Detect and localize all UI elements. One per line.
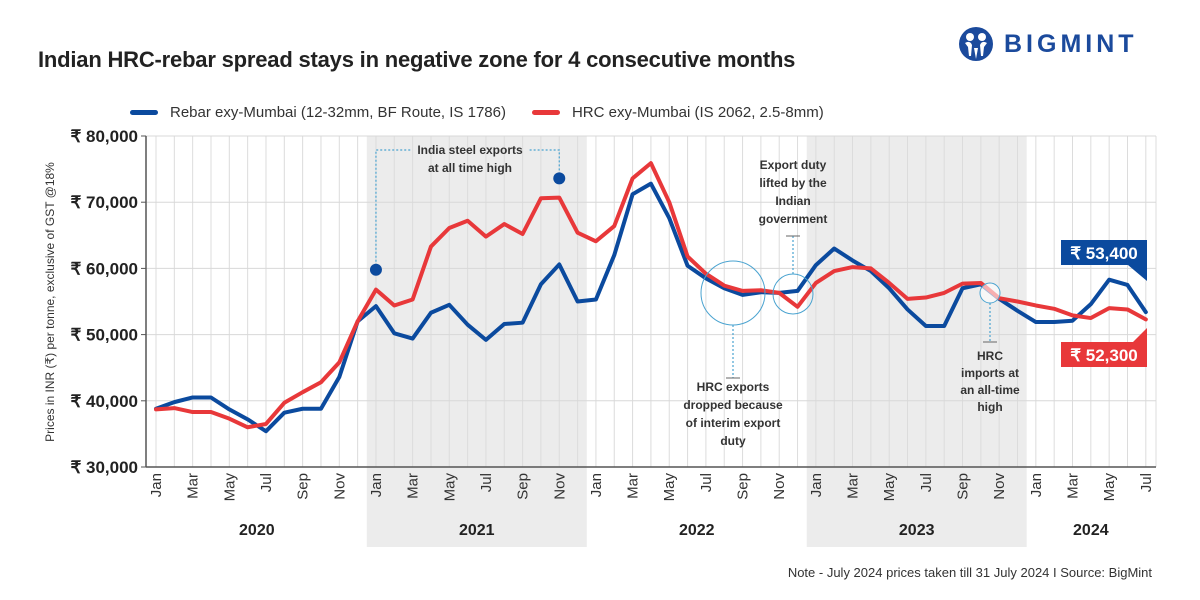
year-band-2023	[806, 467, 1027, 547]
annotation-marker	[369, 263, 382, 276]
chart-title: Indian HRC-rebar spread stays in negativ…	[38, 47, 796, 72]
annotation-circle	[979, 282, 1001, 304]
x-tick-label: Jan	[368, 473, 385, 497]
legend-swatch-rebar	[130, 110, 158, 115]
y-tick-label: ₹ 80,000	[70, 127, 138, 146]
annotation-text: dropped because	[683, 398, 783, 412]
y-tick-label: ₹ 50,000	[70, 326, 138, 345]
x-tick-label: Jul	[258, 473, 275, 492]
x-tick-label: Sep	[955, 473, 972, 500]
x-tick-label: Nov	[551, 473, 568, 500]
x-tick-label: Jan	[1028, 473, 1045, 497]
y-tick-label: ₹ 30,000	[70, 458, 138, 477]
x-tick-label: Jan	[808, 473, 825, 497]
year-label-2024: 2024	[1073, 522, 1109, 539]
x-tick-label: Jan	[588, 473, 605, 497]
y-axis-title: Prices in INR (₹) per tonne, exclusive o…	[43, 162, 57, 442]
x-tick-label: Jul	[478, 473, 495, 492]
annotation-text: Export duty	[760, 158, 827, 172]
annotation-text: imports at	[961, 366, 1019, 380]
end-label-pointer-hrc	[1133, 328, 1147, 342]
annotation-text: India steel exports	[417, 143, 523, 157]
legend-item-rebar[interactable]: Rebar exy-Mumbai (12-32mm, BF Route, IS …	[130, 104, 506, 121]
y-tick-label: ₹ 40,000	[70, 392, 138, 411]
end-label-hrc: ₹ 52,300	[1070, 346, 1138, 365]
year-label-2021: 2021	[459, 522, 495, 539]
bigmint-logo-icon	[959, 27, 993, 61]
annotation-text: government	[759, 212, 828, 226]
end-label-box-hrc	[1061, 342, 1147, 367]
y-tick-label: ₹ 70,000	[70, 193, 138, 212]
annotation-text: HRC	[977, 349, 1003, 363]
end-label-pointer-rebar	[1128, 265, 1147, 281]
x-tick-label: May	[661, 473, 678, 502]
annotation-text: an all-time	[960, 383, 1020, 397]
x-tick-label: Mar	[1065, 473, 1082, 499]
x-tick-label: May	[221, 473, 238, 502]
annotation-marker	[553, 172, 566, 185]
brand-name: BIGMINT	[1004, 29, 1138, 58]
year-label-2023: 2023	[899, 522, 935, 539]
x-tick-label: Sep	[295, 473, 312, 500]
legend-item-hrc[interactable]: HRC exy-Mumbai (IS 2062, 2.5-8mm)	[531, 104, 824, 121]
bigmint-logo: BIGMINT	[958, 26, 1138, 62]
x-tick-label: May	[441, 473, 458, 502]
x-tick-label: Mar	[185, 473, 202, 499]
year-label-2020: 2020	[239, 522, 275, 539]
end-label-box-rebar	[1061, 240, 1147, 265]
year-shade-2021	[366, 136, 587, 467]
year-band-2021	[366, 467, 587, 547]
x-tick-label: Jan	[148, 473, 165, 497]
source-note: Note - July 2024 prices taken till 31 Ju…	[787, 565, 1152, 580]
x-tick-label: Mar	[625, 473, 642, 499]
annotation-text: HRC exports	[697, 380, 770, 394]
x-tick-label: Mar	[845, 473, 862, 499]
year-label-2022: 2022	[679, 522, 715, 539]
annotation-text: high	[977, 400, 1002, 414]
x-tick-label: Jul	[698, 473, 715, 492]
annotation-text: Indian	[775, 194, 810, 208]
x-tick-label: May	[881, 473, 898, 502]
end-label-rebar: ₹ 53,400	[1070, 244, 1138, 263]
annotation-connector	[528, 149, 560, 179]
x-tick-label: Jul	[1138, 473, 1155, 492]
x-tick-label: Nov	[991, 473, 1008, 500]
annotation-text: of interim export	[686, 416, 781, 430]
x-tick-label: Mar	[405, 473, 422, 499]
series-line-hrc	[154, 161, 1148, 430]
x-tick-label: Jul	[918, 473, 935, 492]
x-tick-label: May	[1101, 473, 1118, 502]
legend-swatch-hrc	[531, 110, 560, 115]
x-tick-label: Sep	[515, 473, 532, 500]
annotation-text: duty	[720, 434, 746, 448]
x-tick-label: Sep	[735, 473, 752, 500]
annotation-text: lifted by the	[759, 176, 827, 190]
x-tick-label: Nov	[771, 473, 788, 500]
legend-label-rebar: Rebar exy-Mumbai (12-32mm, BF Route, IS …	[170, 104, 506, 121]
chart-legend: Rebar exy-Mumbai (12-32mm, BF Route, IS …	[130, 104, 850, 121]
legend-label-hrc: HRC exy-Mumbai (IS 2062, 2.5-8mm)	[571, 104, 824, 121]
annotation-text: at all time high	[428, 161, 512, 175]
y-tick-label: ₹ 60,000	[70, 259, 138, 278]
x-tick-label: Nov	[331, 473, 348, 500]
